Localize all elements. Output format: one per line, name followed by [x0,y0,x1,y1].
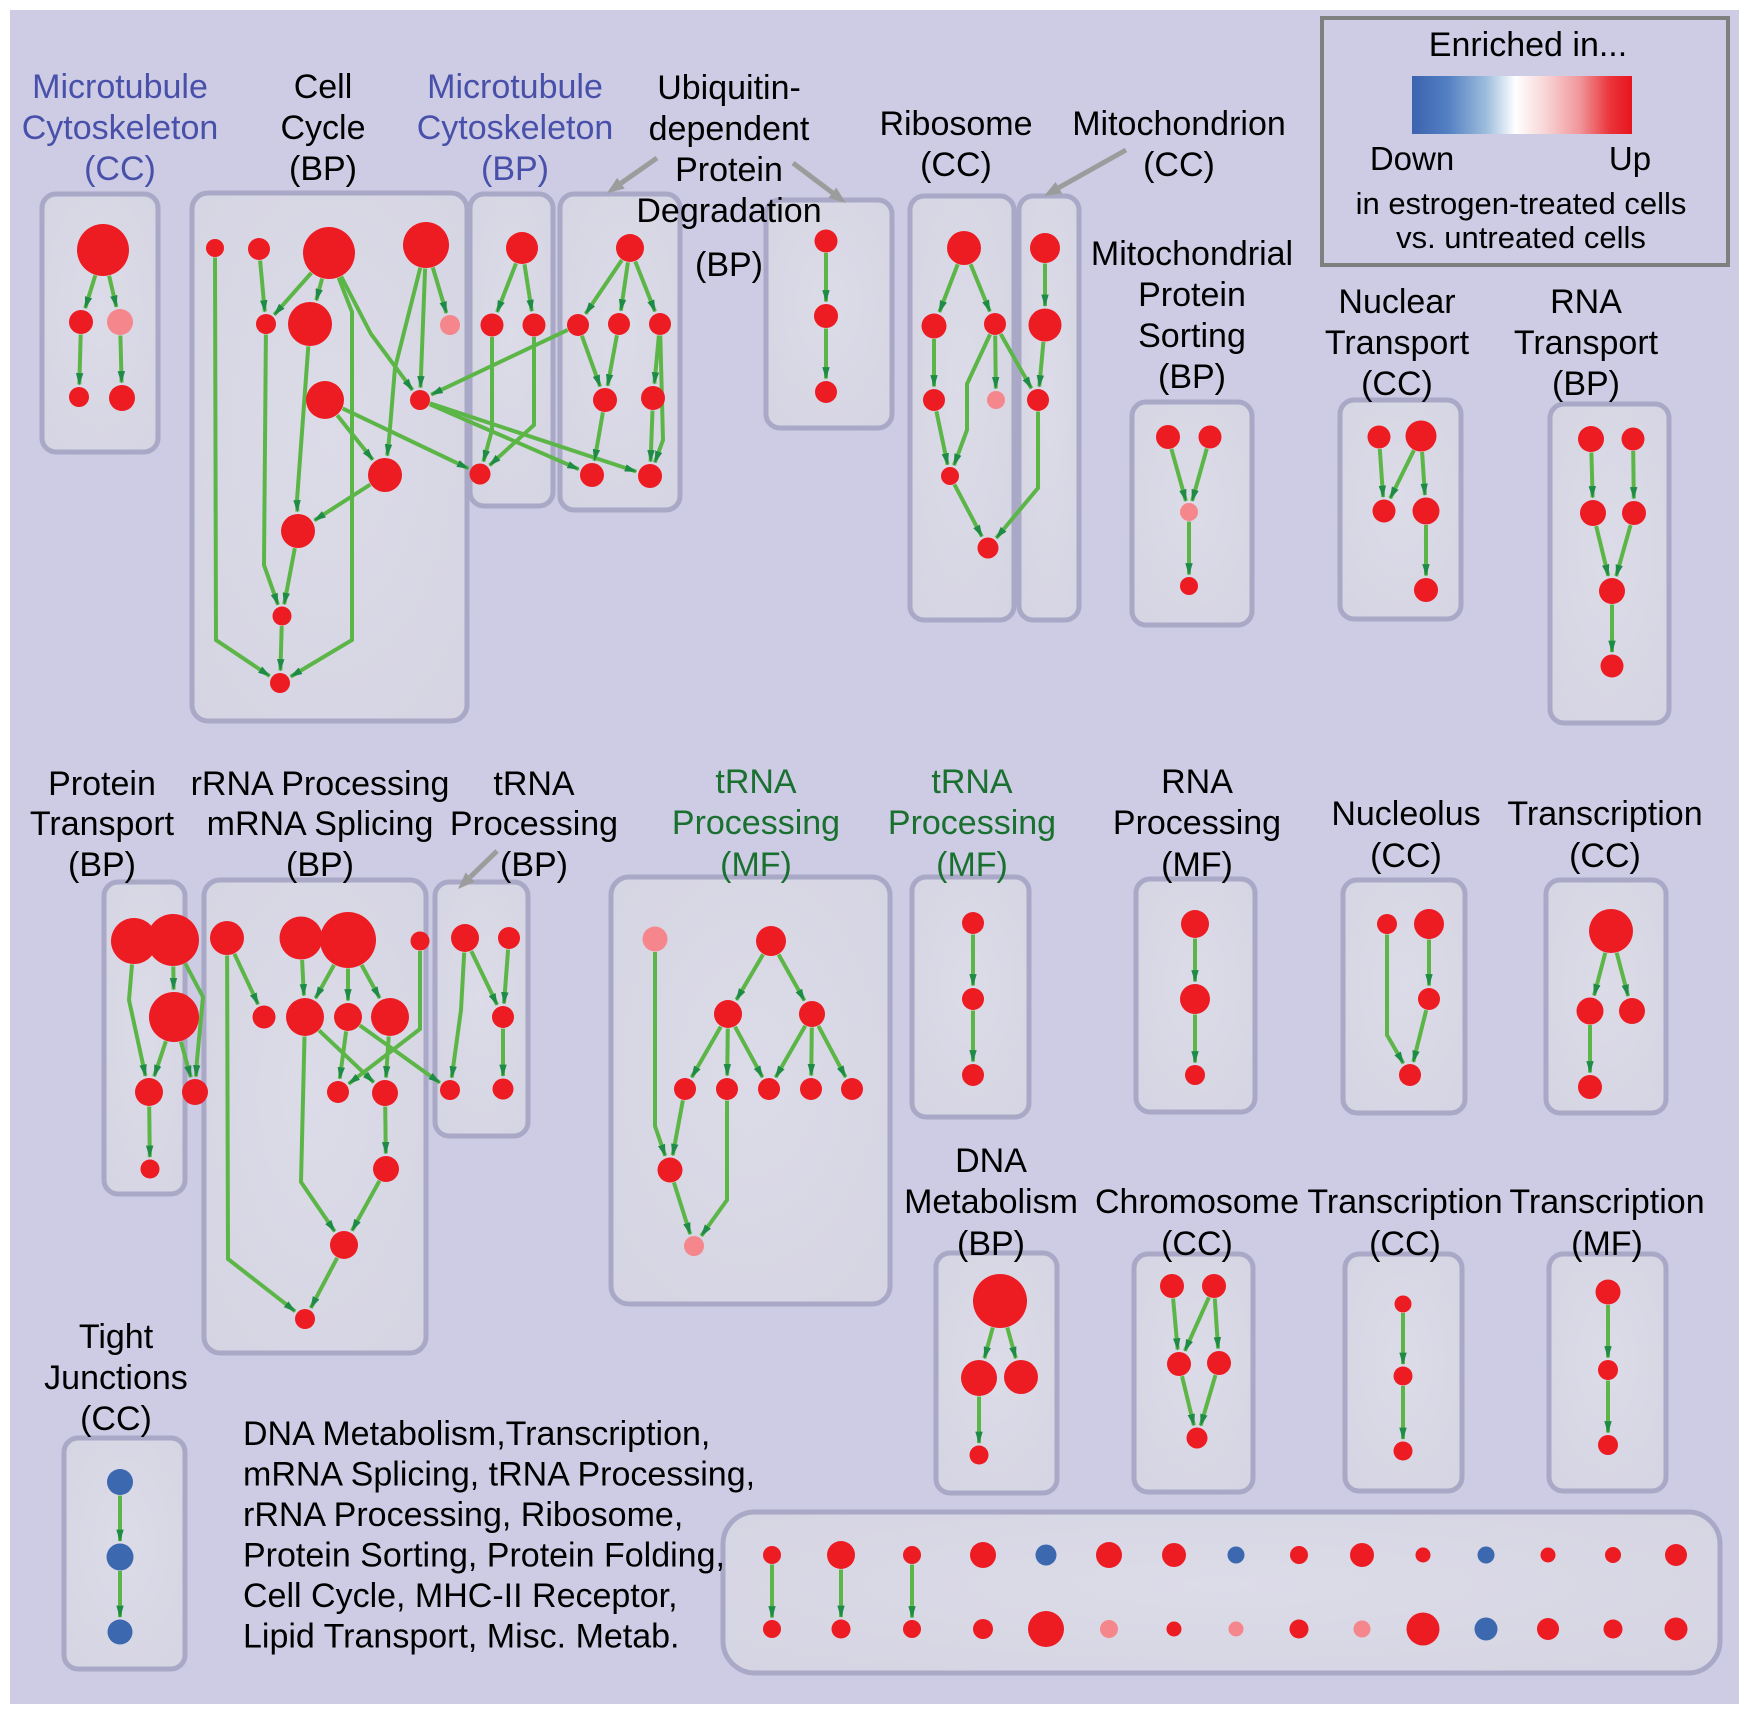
svg-text:Protein: Protein [48,765,156,803]
svg-text:Enriched in...: Enriched in... [1429,26,1627,64]
svg-text:Metabolism: Metabolism [904,1183,1078,1221]
svg-text:(BP): (BP) [286,846,354,884]
svg-text:tRNA: tRNA [931,763,1013,801]
svg-text:Nucleolus: Nucleolus [1331,795,1480,833]
svg-text:(CC): (CC) [920,146,992,184]
svg-text:(CC): (CC) [1369,1225,1441,1263]
svg-text:(CC): (CC) [84,150,156,188]
svg-text:tRNA: tRNA [715,763,797,801]
svg-text:(BP): (BP) [481,150,549,188]
svg-text:(MF): (MF) [936,846,1008,884]
svg-text:(MF): (MF) [1161,846,1233,884]
svg-text:dependent: dependent [649,110,810,148]
svg-text:Processing: Processing [1113,804,1281,842]
svg-text:Nuclear: Nuclear [1338,283,1455,321]
svg-text:Cell Cycle, MHC-II Receptor,: Cell Cycle, MHC-II Receptor, [243,1577,678,1615]
svg-text:Mitochondrial: Mitochondrial [1091,235,1293,273]
svg-text:(BP): (BP) [695,246,763,284]
svg-text:Processing: Processing [672,804,840,842]
svg-text:(BP): (BP) [289,150,357,188]
svg-text:RNA: RNA [1161,763,1233,801]
svg-text:Cytoskeleton: Cytoskeleton [22,109,219,147]
svg-text:(BP): (BP) [1158,358,1226,396]
svg-text:Microtubule: Microtubule [427,68,603,106]
svg-text:(CC): (CC) [80,1400,152,1438]
svg-text:(BP): (BP) [957,1225,1025,1263]
svg-text:(BP): (BP) [500,846,568,884]
svg-text:Transcription: Transcription [1307,1183,1502,1221]
svg-text:Processing: Processing [888,804,1056,842]
svg-text:Cycle: Cycle [280,109,365,147]
svg-text:Ribosome: Ribosome [879,105,1032,143]
svg-text:Chromosome: Chromosome [1095,1183,1299,1221]
svg-text:mRNA Splicing, tRNA Processing: mRNA Splicing, tRNA Processing, [243,1456,755,1494]
svg-text:DNA: DNA [955,1142,1027,1180]
svg-text:vs. untreated cells: vs. untreated cells [1396,220,1646,255]
svg-text:Tight: Tight [79,1318,154,1356]
svg-text:RNA: RNA [1550,283,1622,321]
svg-text:mRNA Splicing: mRNA Splicing [207,805,434,843]
svg-text:DNA Metabolism,Transcription,: DNA Metabolism,Transcription, [243,1415,710,1453]
svg-text:(CC): (CC) [1569,837,1641,875]
svg-text:tRNA: tRNA [493,765,575,803]
svg-text:Transport: Transport [1325,324,1470,362]
svg-text:(MF): (MF) [1571,1225,1643,1263]
svg-text:Transport: Transport [1514,324,1659,362]
svg-text:rRNA Processing, Ribosome,: rRNA Processing, Ribosome, [243,1496,683,1534]
svg-text:Degradation: Degradation [636,192,821,230]
svg-text:Processing: Processing [450,805,618,843]
svg-text:Up: Up [1609,140,1651,177]
svg-text:Junctions: Junctions [44,1359,188,1397]
svg-text:Lipid Transport, Misc. Metab.: Lipid Transport, Misc. Metab. [243,1618,680,1656]
svg-text:Ubiquitin-: Ubiquitin- [657,69,801,107]
svg-text:Transcription: Transcription [1507,795,1702,833]
svg-text:(CC): (CC) [1361,365,1433,403]
svg-text:Transcription: Transcription [1509,1183,1704,1221]
svg-text:Protein: Protein [1138,276,1246,314]
svg-text:(BP): (BP) [68,846,136,884]
svg-text:rRNA Processing: rRNA Processing [191,765,450,803]
svg-text:Cytoskeleton: Cytoskeleton [417,109,614,147]
svg-text:(CC): (CC) [1161,1225,1233,1263]
svg-text:Cell: Cell [294,68,353,106]
svg-text:(CC): (CC) [1143,146,1215,184]
svg-text:(BP): (BP) [1552,365,1620,403]
svg-text:Sorting: Sorting [1138,317,1246,355]
svg-text:Protein: Protein [675,151,783,189]
svg-text:(CC): (CC) [1370,837,1442,875]
svg-text:Transport: Transport [30,805,175,843]
svg-text:in estrogen-treated cells: in estrogen-treated cells [1356,186,1687,221]
svg-text:Protein Sorting, Protein Foldi: Protein Sorting, Protein Folding, [243,1537,725,1575]
svg-text:(MF): (MF) [720,846,792,884]
svg-text:Down: Down [1370,140,1454,177]
svg-text:Microtubule: Microtubule [32,68,208,106]
svg-text:Mitochondrion: Mitochondrion [1072,105,1286,143]
